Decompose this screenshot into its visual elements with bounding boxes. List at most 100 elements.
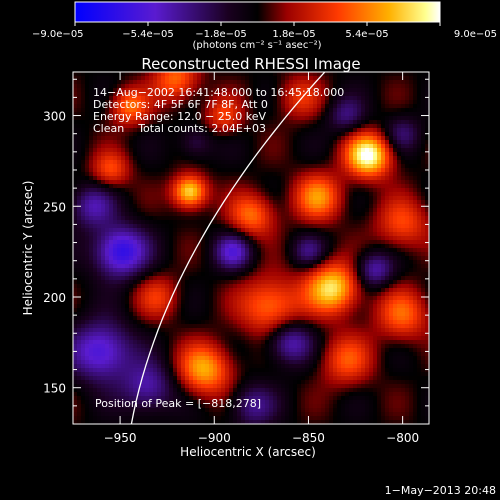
heatmap-cell	[253, 180, 258, 185]
heatmap-cell	[253, 120, 258, 125]
heatmap-cell	[173, 128, 178, 133]
heatmap-cell	[393, 124, 398, 129]
heatmap-cell	[225, 148, 230, 153]
heatmap-cell	[189, 292, 194, 297]
heatmap-cell	[273, 152, 278, 157]
heatmap-cell	[109, 236, 114, 241]
heatmap-cell	[309, 72, 314, 77]
heatmap-cell	[253, 256, 258, 261]
heatmap-cell	[181, 176, 186, 181]
heatmap-cell	[325, 240, 330, 245]
heatmap-cell	[141, 208, 146, 213]
heatmap-cell	[249, 84, 254, 89]
heatmap-cell	[305, 236, 310, 241]
heatmap-cell	[249, 276, 254, 281]
heatmap-cell	[133, 88, 138, 93]
heatmap-cell	[341, 264, 346, 269]
heatmap-cell	[305, 192, 310, 197]
heatmap-cell	[393, 288, 398, 293]
heatmap-cell	[369, 180, 374, 185]
heatmap-cell	[349, 232, 354, 237]
heatmap-cell	[77, 280, 82, 285]
heatmap-cell	[385, 116, 390, 121]
heatmap-cell	[277, 88, 282, 93]
heatmap-cell	[137, 268, 142, 273]
heatmap-cell	[309, 128, 314, 133]
heatmap-cell	[129, 248, 134, 253]
heatmap-cell	[285, 200, 290, 205]
heatmap-cell	[173, 232, 178, 237]
heatmap-cell	[373, 224, 378, 229]
heatmap-cell	[389, 124, 394, 129]
heatmap-cell	[181, 100, 186, 105]
heatmap-cell	[149, 76, 154, 81]
heatmap-cell	[417, 88, 422, 93]
heatmap-cell	[225, 88, 230, 93]
heatmap-cell	[377, 100, 382, 105]
heatmap-cell	[389, 132, 394, 137]
heatmap-cell	[209, 168, 214, 173]
heatmap-cell	[165, 176, 170, 181]
heatmap-cell	[193, 104, 198, 109]
heatmap-cell	[77, 160, 82, 165]
heatmap-cell	[421, 100, 426, 105]
heatmap-cell	[309, 156, 314, 161]
heatmap-cell	[153, 232, 158, 237]
heatmap-cell	[237, 100, 242, 105]
heatmap-cell	[241, 204, 246, 209]
heatmap-cell	[157, 192, 162, 197]
heatmap-cell	[121, 80, 126, 85]
heatmap-cell	[89, 288, 94, 293]
heatmap-cell	[349, 96, 354, 101]
heatmap-cell	[177, 204, 182, 209]
heatmap-cell	[321, 76, 326, 81]
heatmap-cell	[125, 148, 130, 153]
heatmap-cell	[101, 256, 106, 261]
heatmap-cell	[273, 80, 278, 85]
heatmap-cell	[401, 280, 406, 285]
heatmap-cell	[389, 288, 394, 293]
heatmap-cell	[109, 72, 114, 77]
heatmap-cell	[381, 172, 386, 177]
heatmap-cell	[77, 236, 82, 241]
heatmap-cell	[301, 80, 306, 85]
heatmap-cell	[177, 264, 182, 269]
heatmap-cell	[117, 132, 122, 137]
heatmap-cell	[245, 212, 250, 217]
heatmap-cell	[85, 144, 90, 149]
heatmap-cell	[225, 256, 230, 261]
heatmap-cell	[337, 120, 342, 125]
heatmap-cell	[165, 104, 170, 109]
heatmap-cell	[357, 100, 362, 105]
heatmap-cell	[313, 208, 318, 213]
heatmap-cell	[333, 140, 338, 145]
heatmap-cell	[181, 108, 186, 113]
heatmap-cell	[361, 72, 366, 77]
heatmap-cell	[125, 80, 130, 85]
heatmap-cell	[313, 220, 318, 225]
heatmap-cell	[121, 72, 126, 77]
heatmap-cell	[325, 124, 330, 129]
heatmap-cell	[133, 236, 138, 241]
heatmap-cell	[217, 268, 222, 273]
heatmap-cell	[209, 152, 214, 157]
heatmap-cell	[205, 148, 210, 153]
heatmap-cell	[233, 200, 238, 205]
heatmap-cell	[173, 188, 178, 193]
heatmap-cell	[285, 280, 290, 285]
heatmap-cell	[209, 248, 214, 253]
heatmap-cell	[141, 156, 146, 161]
heatmap-cell	[389, 292, 394, 297]
heatmap-cell	[185, 260, 190, 265]
heatmap-cell	[157, 156, 162, 161]
heatmap-cell	[197, 272, 202, 277]
heatmap-cell	[77, 276, 82, 281]
heatmap-cell	[337, 236, 342, 241]
heatmap-cell	[77, 148, 82, 153]
heatmap-cell	[145, 220, 150, 225]
heatmap-cell	[345, 132, 350, 137]
heatmap-cell	[405, 164, 410, 169]
heatmap-cell	[277, 244, 282, 249]
heatmap-cell	[133, 84, 138, 89]
heatmap-cell	[397, 272, 402, 277]
